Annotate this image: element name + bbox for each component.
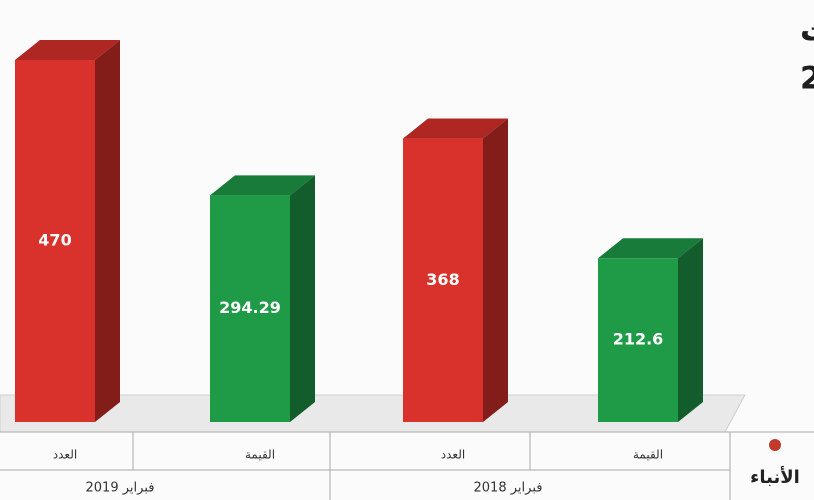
value-label: 470 xyxy=(38,231,71,250)
bar-side xyxy=(483,118,508,422)
bar-top xyxy=(598,238,703,259)
bar xyxy=(598,258,678,422)
value-label: 294.29 xyxy=(219,298,281,317)
logo-text: الأنباء xyxy=(750,466,800,488)
bar-label: القيمة xyxy=(633,448,663,462)
bar-side xyxy=(678,238,703,422)
bar-side xyxy=(290,175,315,422)
bar xyxy=(210,195,290,422)
category-table xyxy=(0,431,814,500)
value-label: 368 xyxy=(426,270,459,289)
bar xyxy=(403,138,483,422)
logo-icon xyxy=(769,439,781,451)
category-label: فبراير 2019 xyxy=(86,481,155,496)
bar xyxy=(15,60,95,422)
bar-side xyxy=(95,40,120,422)
bar-label: العدد xyxy=(441,448,465,462)
bar-label: القيمة xyxy=(245,448,275,462)
bar-top xyxy=(210,175,315,196)
bar-top xyxy=(403,118,508,139)
category-label: فبراير 2018 xyxy=(474,481,543,496)
chart-title: مقارنة التداولات العقارية في الكويت xyxy=(800,13,814,49)
value-label: 212.6 xyxy=(613,330,664,349)
logo: الأنباء xyxy=(750,439,800,488)
chart-subtitle: بين فبراير 2018 و2019 xyxy=(800,61,814,97)
bar-top xyxy=(15,40,120,60)
bar-label: العدد xyxy=(53,448,77,462)
